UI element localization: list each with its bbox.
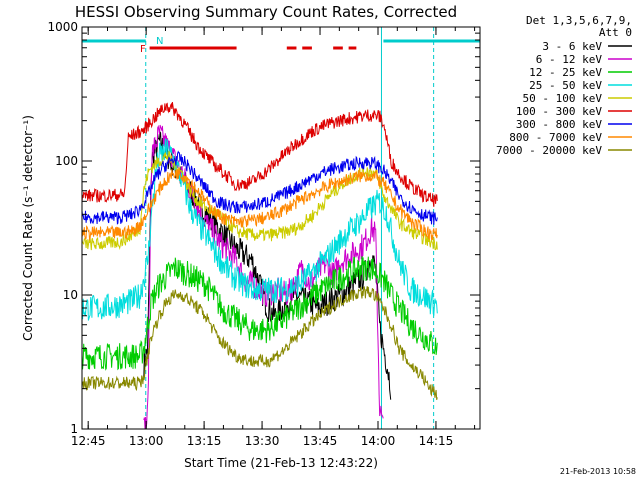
series-lines (82, 102, 438, 429)
chart-title: HESSI Observing Summary Count Rates, Cor… (75, 3, 457, 21)
legend-header-line-1: Det 1,3,5,6,7,9, (526, 14, 632, 27)
plot-area (82, 27, 480, 429)
series-line (82, 166, 438, 242)
legend-entry-label: 50 - 100 keV (523, 92, 603, 105)
x-tick-label: 14:15 (419, 434, 454, 448)
x-tick-label: 12:45 (71, 434, 106, 448)
series-line (82, 256, 438, 371)
x-tick-label: 14:00 (361, 434, 396, 448)
legend-entry-label: 6 - 12 keV (536, 53, 603, 66)
x-axis-label: Start Time (21-Feb-13 12:43:22) (184, 456, 378, 470)
legend-entry-label: 800 - 7000 keV (509, 131, 602, 144)
x-tick-label: 13:00 (129, 434, 164, 448)
y-tick-label: 100 (55, 154, 78, 168)
series-line (82, 286, 438, 401)
footer-date: 21-Feb-2013 10:58 (560, 467, 636, 476)
x-tick-label: 13:30 (245, 434, 280, 448)
legend-entry-label: 300 - 800 keV (516, 118, 602, 131)
legend-entry-label: 25 - 50 keV (529, 79, 602, 92)
legend-entry-label: 100 - 300 keV (516, 105, 602, 118)
y-tick-label: 1000 (47, 20, 78, 34)
series-line (82, 102, 438, 207)
night-flag-label: N (156, 36, 163, 47)
flare-flag-label: F (140, 44, 146, 55)
marker-lines (145, 27, 435, 429)
y-axis-ticks: 1 10 100 1000 (47, 20, 480, 436)
y-tick-label: 10 (63, 288, 78, 302)
x-axis-ticks: 12:45 13:00 13:15 13:30 13:45 14:00 14:15 (71, 27, 476, 448)
x-tick-label: 13:45 (303, 434, 338, 448)
series-line (82, 150, 438, 225)
y-tick-label: 1 (70, 422, 78, 436)
y-axis-label: Corrected Count Rate (s⁻¹ detector⁻¹) (21, 115, 35, 341)
series-line (82, 138, 438, 321)
status-bars (82, 39, 480, 50)
x-tick-label: 13:15 (187, 434, 222, 448)
legend-entry-label: 12 - 25 keV (529, 66, 602, 79)
legend-entry-label: 7000 - 20000 keV (496, 144, 602, 157)
legend-header-line-2: Att 0 (599, 26, 632, 39)
legend-entry-label: 3 - 6 keV (542, 40, 602, 53)
